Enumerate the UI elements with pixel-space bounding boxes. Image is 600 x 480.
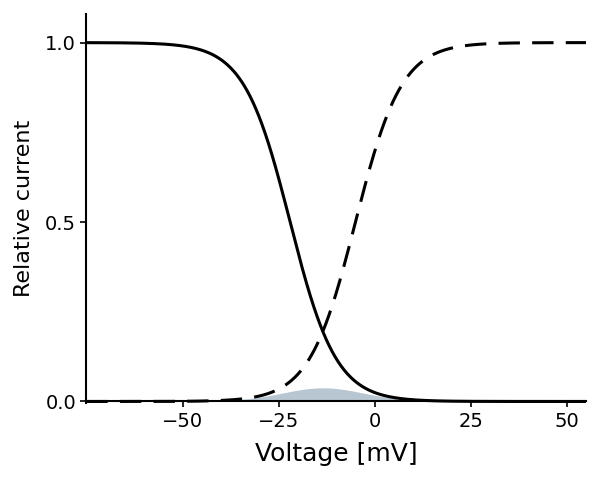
Y-axis label: Relative current: Relative current — [14, 120, 34, 297]
X-axis label: Voltage [mV]: Voltage [mV] — [255, 442, 418, 466]
